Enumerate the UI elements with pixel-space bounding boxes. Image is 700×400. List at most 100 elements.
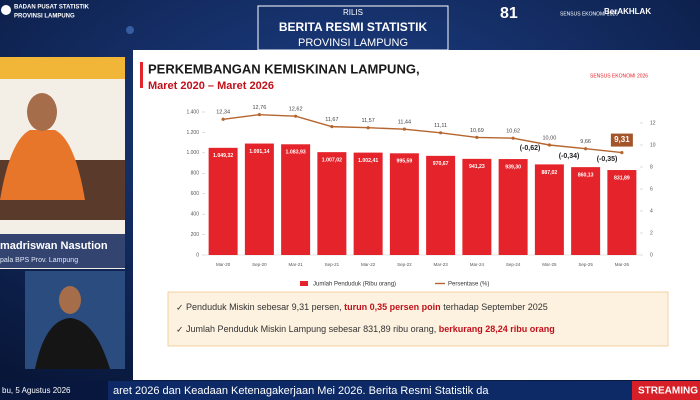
ticker-text: aret 2026 dan Keadaan Ketenagakerjaan Me…	[113, 385, 489, 397]
x-tick-label: Sep-24	[506, 262, 521, 267]
y2-tick-label: 10	[650, 142, 656, 148]
org-line: PROVINSI LAMPUNG	[14, 14, 75, 20]
line-point	[584, 147, 588, 151]
bar	[498, 159, 528, 255]
bullet-highlight: berkurang 28,24 ribu orang	[439, 324, 555, 334]
rilis: RILIS	[343, 8, 363, 17]
x-tick-label: Sep-21	[325, 262, 340, 267]
bar	[353, 152, 383, 255]
bar-value-label: 941,23	[469, 164, 485, 170]
ticker-date: bu, 5 Agustus 2026	[2, 386, 71, 395]
y-tick-label: 400	[191, 211, 200, 217]
bullet-text: Jumlah Penduduk Miskin Lampung sebesar 8…	[186, 324, 436, 334]
signer-head	[59, 286, 81, 314]
bullet-highlight: turun 0,35 persen poin	[344, 302, 441, 312]
shirt	[0, 130, 85, 200]
line-value-label: 9,31	[614, 135, 630, 144]
line-value-label: 10,69	[470, 128, 484, 134]
head	[27, 93, 57, 131]
line-value-label: 9,66	[580, 139, 591, 145]
ticker-date-box	[0, 381, 108, 400]
chart-subtitle: Maret 2020 – Maret 2026	[148, 80, 274, 92]
line-value-label: 11,67	[325, 117, 338, 123]
line-value-label: 12,34	[216, 110, 230, 116]
line-point	[402, 127, 406, 131]
line-value-label: 10,62	[506, 129, 520, 135]
legend-label: Jumlah Penduduk (Ribu orang)	[313, 282, 396, 288]
bar	[607, 170, 637, 255]
bar	[317, 152, 347, 255]
y-tick-label: 1.000	[186, 150, 199, 156]
header: BADAN PUSAT STATISTIK PROVINSI LAMPUNG R…	[1, 5, 651, 51]
y2-tick-label: 12	[650, 120, 656, 126]
y2-tick-label: 2	[650, 230, 653, 236]
bps-logo	[1, 5, 11, 15]
x-tick-label: Mar-20	[216, 262, 231, 267]
bar-value-label: 831,89	[614, 175, 630, 181]
bar-value-label: 887,02	[541, 170, 557, 176]
bar	[426, 155, 456, 255]
presenter-role: pala BPS Prov. Lampung	[0, 257, 78, 264]
y-tick-label: 600	[191, 191, 200, 197]
bokeh	[126, 26, 134, 34]
bullet-text: Penduduk Miskin sebesar 9,31 persen,	[186, 302, 342, 312]
bar-value-label: 995,59	[396, 159, 412, 165]
bullet: ✓ Jumlah Penduduk Miskin Lampung sebesar…	[176, 324, 555, 334]
y2-tick-label: 0	[650, 252, 653, 258]
line-point	[475, 135, 479, 140]
bullet-text: terhadap September 2025	[443, 302, 548, 312]
y2-tick-label: 4	[650, 208, 653, 214]
line-value-label: 11,44	[398, 120, 411, 126]
x-tick-label: Mar-21	[288, 262, 303, 267]
line-point	[366, 126, 370, 130]
bar-value-label: 939,30	[505, 164, 521, 170]
logo-81: 81	[500, 5, 518, 22]
x-tick-label: Mar-24	[470, 262, 485, 267]
header-title: BERITA RESMI STATISTIK	[279, 20, 428, 34]
line-point	[221, 117, 225, 121]
highlight-box	[610, 133, 633, 147]
y-tick-label: 0	[196, 252, 199, 258]
line-value-label: 11,57	[361, 118, 374, 124]
x-tick-label: Mar-23	[433, 262, 448, 267]
streaming-text: STREAMING	[638, 386, 698, 397]
presenter-video: madriswan Nasution pala BPS Prov. Lampun…	[0, 57, 125, 369]
y-tick-label: 1.400	[186, 109, 199, 115]
logo-berakhlak: BerAKHLAK	[604, 7, 651, 16]
line-point	[257, 113, 261, 117]
bar	[462, 158, 492, 255]
bar	[244, 143, 274, 255]
bar-value-label: 1.091,14	[249, 149, 269, 155]
y2-tick-label: 8	[650, 164, 653, 170]
x-tick-label: Mar-26	[615, 262, 630, 267]
bar-value-label: 1.083,93	[286, 150, 306, 156]
streaming-badge	[632, 381, 700, 400]
chart: 0 200 400 600 800 1.000 1.200 1.400 0 2 4 6 8 10 12 1.0…	[186, 105, 655, 287]
bar-value-label: 1.002,41	[358, 158, 378, 164]
chart-title: PERKEMBANGAN KEMISKINAN LAMPUNG,	[148, 61, 420, 76]
line-value-label: 11,11	[434, 123, 447, 129]
name-plate	[0, 234, 125, 268]
line-point	[439, 131, 443, 135]
presenter-name: madriswan Nasution	[0, 240, 108, 252]
y2-tick-label: 6	[650, 186, 653, 192]
bar	[534, 164, 564, 255]
annotation: (-0,35)	[597, 156, 618, 163]
x-tick-label: Sep-25	[578, 262, 593, 267]
header-subtitle: PROVINSI LAMPUNG	[298, 37, 408, 49]
slide-logo: SENSUS EKONOMI 2026	[590, 73, 648, 79]
y-tick-label: 1.200	[186, 130, 199, 136]
signer-body	[35, 318, 110, 369]
title-accent	[140, 62, 143, 88]
bar-value-label: 1.049,32	[213, 153, 233, 159]
annotation: (-0,34)	[559, 153, 580, 160]
line	[223, 113, 622, 154]
line-point	[620, 150, 624, 155]
bar-value-label: 860,13	[578, 173, 594, 179]
line-point	[511, 136, 515, 140]
bar	[281, 144, 311, 255]
legend-label: Persentase (%)	[448, 282, 489, 288]
annotation: (-0,62)	[520, 145, 541, 152]
org-line: BADAN PUSAT STATISTIK	[14, 5, 90, 11]
